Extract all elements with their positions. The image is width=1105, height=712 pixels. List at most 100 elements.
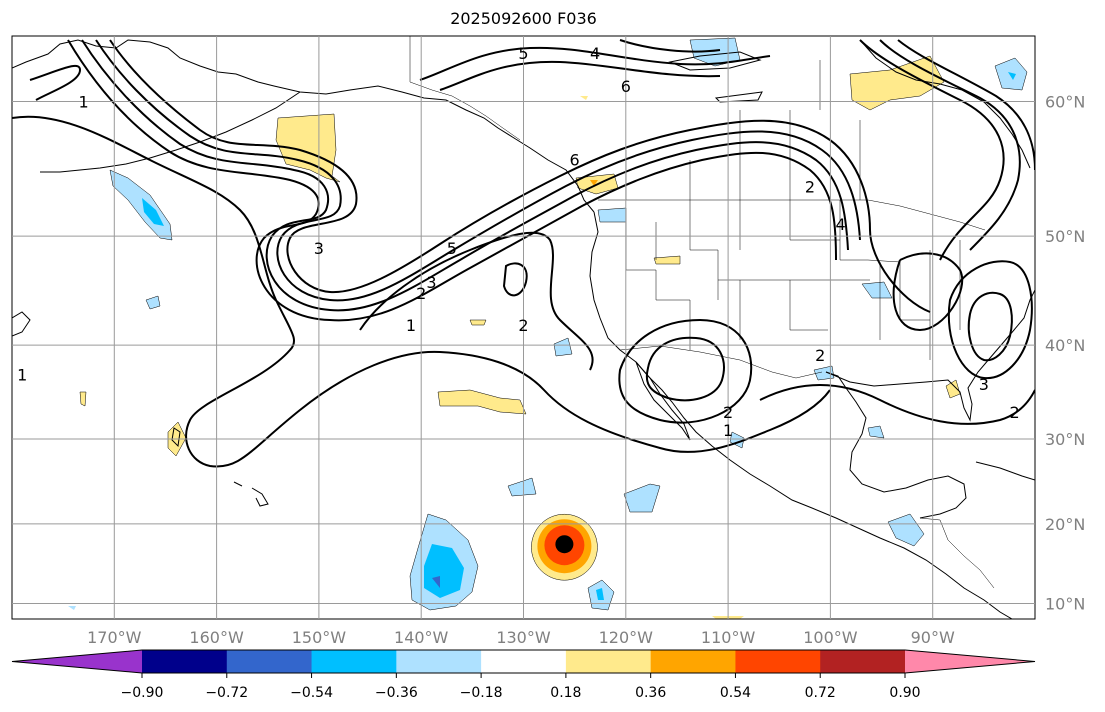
neg-fill-pnw [597, 207, 627, 223]
colorbar-segment [226, 650, 313, 673]
contour-east-2 [879, 39, 1021, 251]
lon-tick-label: 150°W [292, 628, 347, 647]
neg-fill-northeast-core [1008, 72, 1016, 80]
pos-fill-bc-core [590, 180, 598, 186]
pos-fill-west-1 [79, 391, 87, 407]
pos-fill-small-2 [580, 96, 588, 100]
coast-us-gulf-east [825, 289, 1035, 422]
neg-fill-small-1 [145, 295, 161, 310]
neg-fill-mexico [813, 365, 835, 381]
lat-tick-label: 20°N [1045, 515, 1085, 534]
neg-fill-aleutian-core [142, 198, 164, 226]
contour-label: 2 [815, 346, 825, 365]
contour-jet-1 [109, 39, 931, 313]
coast-gulf-of-mexico [825, 371, 967, 519]
contour-label: 2 [723, 403, 733, 422]
colorbar [11, 649, 1036, 674]
contour-north-3 [619, 39, 721, 53]
contour-label: 5 [518, 44, 528, 63]
colorbar-tick-label: 0.90 [889, 685, 920, 701]
colorbar-segment [650, 650, 736, 673]
contour-label: 2 [518, 316, 528, 335]
lon-tick-label: 170°W [87, 628, 142, 647]
coast-alaska-peninsula [40, 91, 301, 173]
neg-fill-south-1-core [424, 544, 464, 598]
contour-label: 2 [805, 177, 815, 196]
contour-west-1 [12, 115, 831, 468]
lat-tick-label: 50°N [1045, 227, 1085, 246]
contour-low-east [947, 260, 1033, 380]
contour-low-mexico-inner [645, 336, 725, 402]
contour-north-2 [439, 60, 721, 91]
contour-jet-3 [81, 39, 849, 312]
colorbar-tick-label: −0.18 [460, 685, 503, 701]
lon-tick-label: 110°W [701, 628, 756, 647]
coast-hawaii [233, 481, 269, 507]
contour-label: 3 [314, 239, 324, 258]
lat-tick-label: 40°N [1045, 336, 1085, 355]
colorbar-segment [565, 650, 652, 673]
colorbar-tick-label: 0.18 [550, 685, 581, 701]
contour-east-lobe [892, 252, 963, 332]
gridlines [12, 36, 1035, 619]
cyclone-center-marker [555, 535, 574, 554]
coast-baja [635, 361, 691, 441]
contour-jet-4 [67, 39, 837, 322]
tropical-cyclone-anomaly [531, 513, 598, 581]
contour-east-3 [897, 39, 1035, 171]
pos-fill-canada-ne [849, 55, 945, 111]
colorbar-extend-high [905, 650, 1035, 673]
lon-tick-label: 160°W [189, 628, 244, 647]
colorbar-segment [396, 650, 482, 673]
lon-tick-label: 90°W [911, 628, 955, 647]
anomaly-fills [68, 37, 1028, 619]
colorbar-tick-label: −0.72 [205, 685, 248, 701]
contour-label: 4 [590, 44, 600, 63]
contour-lines [12, 39, 1035, 468]
contour-label: 2 [416, 284, 426, 303]
map-title: 2025092600 F036 [450, 9, 597, 28]
contour-east-1 [859, 39, 1005, 261]
pos-fill-alaska [275, 113, 341, 183]
lon-tick-label: 100°W [803, 628, 858, 647]
colorbar-tick-label: −0.90 [121, 685, 164, 701]
colorbar-segment [820, 650, 906, 673]
contour-label: 3 [426, 273, 436, 292]
colorbar-segment [735, 650, 821, 673]
contour-west-2 [29, 64, 82, 101]
lat-tick-label: 60°N [1045, 92, 1085, 111]
colorbar-tick-label: 0.54 [720, 685, 751, 701]
contour-central-1 [359, 231, 594, 371]
lat-tick-label: 10°N [1045, 594, 1085, 613]
contour-label: 1 [17, 366, 27, 385]
colorbar-tick-label: 0.72 [805, 685, 836, 701]
contour-jet-2 [95, 39, 861, 302]
neg-fill-south-3 [68, 606, 76, 610]
colorbar-tick-label: −0.36 [375, 685, 418, 701]
contour-label: 1 [723, 421, 733, 440]
lat-tick-label: 30°N [1045, 430, 1085, 449]
colorbar-extend-low [12, 650, 142, 673]
border-central-america [919, 517, 995, 589]
contour-central-2 [502, 262, 528, 297]
lon-tick-label: 120°W [599, 628, 654, 647]
lon-tick-label: 140°W [394, 628, 449, 647]
neg-fill-south-1-min [432, 576, 440, 588]
coast-north-island [714, 91, 763, 103]
colorbar-tick-label: −0.54 [290, 685, 333, 701]
colorbar-tick-label: 0.36 [635, 685, 666, 701]
neg-fill-south-2-core [596, 588, 604, 600]
lon-tick-label: 130°W [496, 628, 551, 647]
coast-us-west [589, 211, 1013, 619]
longitude-labels: 170°W 160°W 150°W 140°W 130°W 120°W 110°W 100°W… [87, 628, 955, 647]
contour-low-east-inner [967, 291, 1013, 362]
contour-label: 1 [406, 316, 416, 335]
pos-fill-nevada [653, 255, 681, 265]
neg-fill-gulf [867, 425, 885, 439]
neg-fill-gulf-states [861, 281, 893, 299]
pos-fill-pacific [437, 389, 527, 415]
neg-fill-calif [553, 337, 573, 357]
latitude-labels: 10°N 20°N 30°N 40°N 50°N 60°N [1045, 92, 1085, 613]
